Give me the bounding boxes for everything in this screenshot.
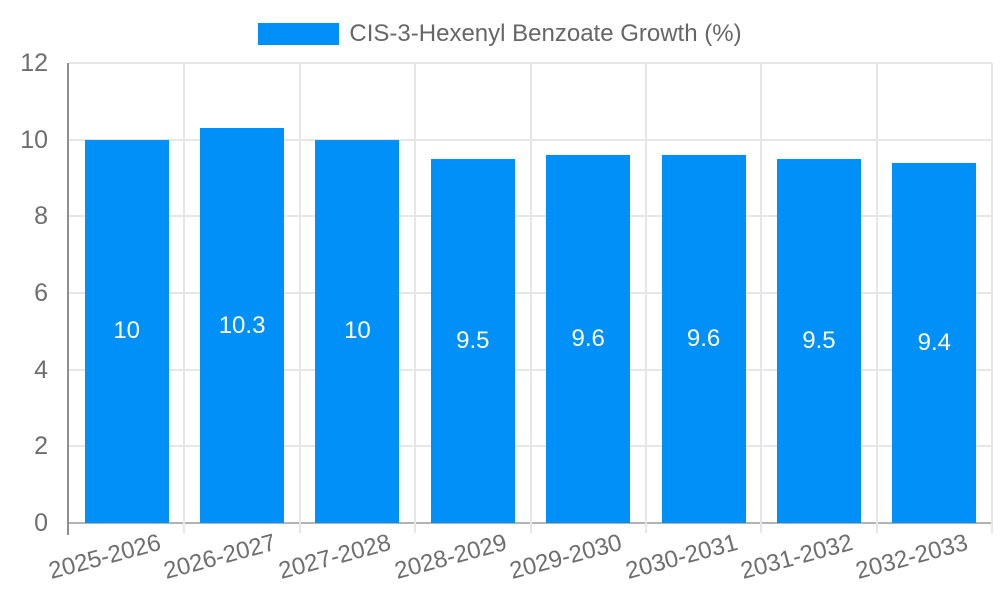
plot-area: 10 10.3 10 9.5 9.6 9.6 9.5 9.4 bbox=[67, 62, 993, 535]
bar-value-label: 9.6 bbox=[571, 325, 605, 352]
bar-value-label: 10 bbox=[113, 317, 141, 345]
bar-2029-2030[interactable]: 9.6 bbox=[546, 155, 631, 523]
chart-legend[interactable]: CIS-3-Hexenyl Benzoate Growth (%) bbox=[0, 20, 1000, 48]
y-tick-label: 6 bbox=[34, 279, 48, 307]
y-tick-label: 12 bbox=[20, 49, 48, 77]
v-gridline bbox=[529, 63, 532, 533]
bar-value-label: 9.6 bbox=[686, 325, 721, 352]
bar-2031-2032[interactable]: 9.5 bbox=[776, 158, 861, 523]
legend-swatch-icon bbox=[258, 23, 340, 45]
bar-value-label: 10.3 bbox=[218, 311, 266, 339]
v-gridline bbox=[760, 63, 763, 533]
v-gridline bbox=[414, 63, 417, 533]
y-axis-line bbox=[67, 63, 69, 535]
y-tick-label: 8 bbox=[34, 202, 48, 231]
y-tick-label: 0 bbox=[34, 509, 48, 537]
y-tick-label: 2 bbox=[34, 432, 48, 461]
v-gridline bbox=[644, 63, 647, 533]
bar-value-label: 9.5 bbox=[456, 326, 490, 354]
y-tick-label: 10 bbox=[20, 125, 48, 154]
y-tick-label: 4 bbox=[34, 355, 48, 384]
bar-value-label: 9.4 bbox=[917, 328, 951, 356]
v-gridline bbox=[875, 63, 878, 533]
bar-2032-2033[interactable]: 9.4 bbox=[892, 162, 977, 523]
v-gridline bbox=[183, 63, 186, 533]
bar-value-label: 10 bbox=[344, 317, 371, 345]
bar-2025-2026[interactable]: 10 bbox=[84, 139, 169, 523]
bar-2027-2028[interactable]: 10 bbox=[315, 139, 400, 523]
legend-label: CIS-3-Hexenyl Benzoate Growth (%) bbox=[349, 20, 742, 47]
bar-2026-2027[interactable]: 10.3 bbox=[200, 128, 285, 523]
bar-value-label: 9.5 bbox=[802, 326, 836, 354]
v-gridline bbox=[991, 63, 993, 533]
v-gridline bbox=[298, 63, 301, 533]
bar-2030-2031[interactable]: 9.6 bbox=[661, 155, 746, 523]
bar-2028-2029[interactable]: 9.5 bbox=[430, 158, 515, 523]
